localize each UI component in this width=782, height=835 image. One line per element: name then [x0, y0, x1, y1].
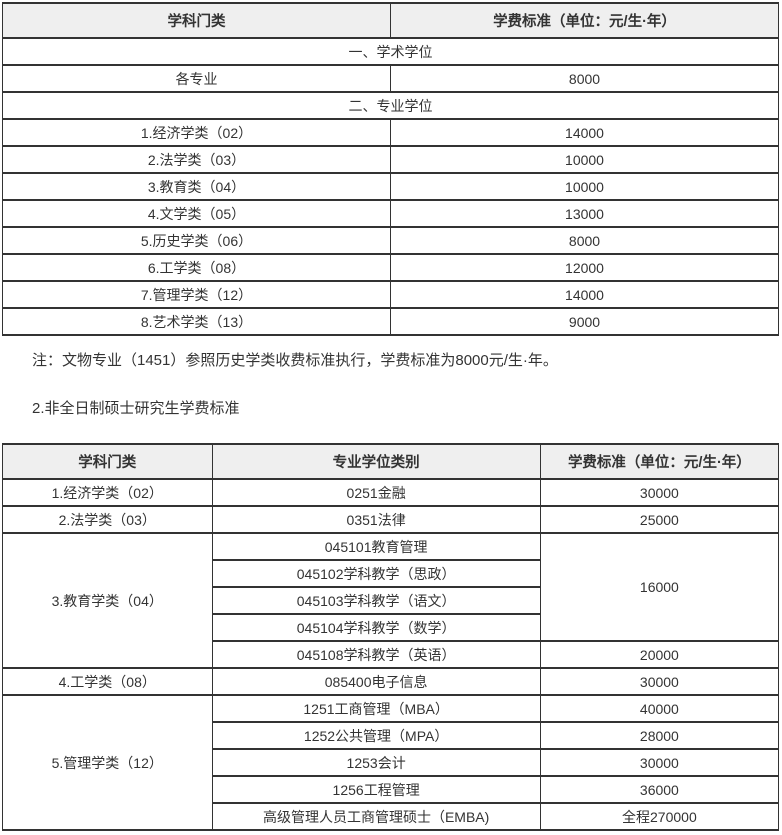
fee-cell: 30000 [539, 748, 780, 777]
fee-cell: 全程270000 [539, 802, 780, 831]
fee-cell: 10000 [390, 145, 779, 174]
section-title-parttime: 2.非全日制硕士研究生学费标准 [32, 400, 240, 417]
program-cell: 045101教育管理 [211, 532, 541, 561]
discipline-cell: 5.管理学类（12） [2, 694, 213, 831]
fee-cell: 30000 [539, 667, 780, 696]
table-row: 2.法学类（03） 10000 [2, 145, 779, 174]
fee-cell: 25000 [539, 505, 780, 534]
fee-cell: 9000 [390, 307, 779, 336]
fee-cell: 8000 [390, 64, 779, 93]
table-row: 4.工学类（08） 085400电子信息 30000 [2, 667, 780, 696]
table-row: 2.法学类（03） 0351法律 25000 [2, 505, 780, 534]
table-row: 8.艺术学类（13） 9000 [2, 307, 779, 336]
table-row: 5.管理学类（12） 1251工商管理（MBA） 40000 [2, 694, 780, 831]
column-header-fee: 学费标准（单位：元/生·年） [539, 443, 780, 480]
fee-cell: 28000 [539, 721, 780, 750]
column-header-discipline: 学科门类 [2, 443, 213, 480]
table-row: 7.管理学类（12） 14000 [2, 280, 779, 309]
discipline-cell: 1.经济学类（02） [2, 478, 213, 507]
column-header-degree-type: 专业学位类别 [211, 443, 541, 480]
column-header-discipline: 学科门类 [2, 2, 391, 39]
table-header-row: 学科门类 专业学位类别 学费标准（单位：元/生·年） [2, 443, 780, 480]
discipline-cell: 4.文学类（05） [2, 199, 391, 228]
fee-cell: 16000 [539, 532, 780, 642]
table-row: 045102学科教学（思政） [3, 559, 779, 588]
fee-cell: 12000 [390, 253, 779, 282]
program-cell: 045102学科教学（思政） [211, 559, 541, 588]
discipline-cell: 8.艺术学类（13） [2, 307, 391, 336]
section-label: 一、学术学位 [2, 37, 779, 66]
discipline-cell: 3.教育类（04） [2, 172, 391, 201]
fee-cell: 20000 [539, 640, 780, 669]
table-row: 1253会计 30000 [3, 748, 780, 777]
fee-cell: 40000 [539, 694, 780, 723]
column-header-fee: 学费标准（单位：元/生·年） [390, 2, 779, 39]
table-row: 045108学科教学（英语） 20000 [3, 640, 780, 669]
fee-cell: 13000 [390, 199, 779, 228]
program-cell: 045103学科教学（语文） [211, 586, 541, 615]
fee-cell: 14000 [390, 280, 779, 309]
fee-cell: 14000 [390, 118, 779, 147]
program-cell: 1251工商管理（MBA） [211, 694, 541, 723]
program-cell: 0351法律 [211, 505, 541, 534]
discipline-cell: 5.历史学类（06） [2, 226, 391, 255]
program-cell: 045104学科教学（数学） [211, 613, 541, 642]
section-row-academic: 一、学术学位 [2, 37, 779, 66]
discipline-cell: 2.法学类（03） [2, 505, 213, 534]
program-cell: 045108学科教学（英语） [211, 640, 541, 669]
program-cell: 1253会计 [211, 748, 541, 777]
table-row: 1.经济学类（02） 14000 [2, 118, 779, 147]
fulltime-tuition-table: 学科门类 学费标准（单位：元/生·年） 一、学术学位 各专业 8000 二、专业… [2, 2, 779, 336]
table-header-row: 学科门类 学费标准（单位：元/生·年） [2, 2, 779, 39]
table-row: 3.教育类（04） 10000 [2, 172, 779, 201]
table-row: 045104学科教学（数学） [3, 613, 779, 642]
section-row-professional: 二、专业学位 [2, 91, 779, 120]
discipline-cell: 6.工学类（08） [2, 253, 391, 282]
parttime-tuition-table: 学科门类 专业学位类别 学费标准（单位：元/生·年） 1.经济学类（02） 02… [2, 443, 780, 831]
discipline-cell: 2.法学类（03） [2, 145, 391, 174]
program-cell: 085400电子信息 [211, 667, 541, 696]
table-row: 4.文学类（05） 13000 [2, 199, 779, 228]
discipline-cell: 4.工学类（08） [2, 667, 213, 696]
program-cell: 1252公共管理（MPA） [211, 721, 541, 750]
table-row: 1252公共管理（MPA） 28000 [3, 721, 780, 750]
table-row: 045103学科教学（语文） [3, 586, 779, 615]
program-cell: 0251金融 [211, 478, 541, 507]
table-row: 5.历史学类（06） 8000 [2, 226, 779, 255]
fee-cell: 30000 [539, 478, 780, 507]
discipline-cell: 1.经济学类（02） [2, 118, 391, 147]
fee-cell: 8000 [390, 226, 779, 255]
table-row: 各专业 8000 [2, 64, 779, 93]
table-note: 注：文物专业（1451）参照历史学类收费标准执行，学费标准为8000元/生·年。 [32, 352, 558, 369]
table-row: 3.教育学类（04） 045101教育管理 16000 [2, 532, 780, 669]
program-cell: 高级管理人员工商管理硕士（EMBA) [211, 802, 541, 831]
table-row: 1.经济学类（02） 0251金融 30000 [2, 478, 780, 507]
discipline-cell: 3.教育学类（04） [2, 532, 213, 669]
discipline-cell: 各专业 [2, 64, 391, 93]
table-row: 6.工学类（08） 12000 [2, 253, 779, 282]
fee-cell: 10000 [390, 172, 779, 201]
section-label: 二、专业学位 [2, 91, 779, 120]
discipline-cell: 7.管理学类（12） [2, 280, 391, 309]
